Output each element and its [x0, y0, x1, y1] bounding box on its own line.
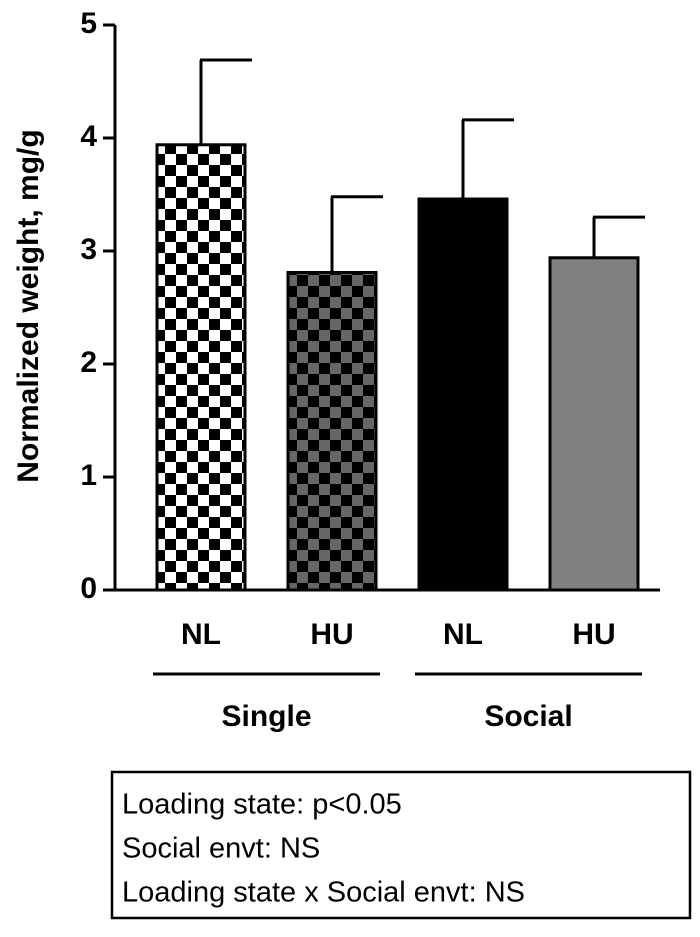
x-tick-label: NL — [443, 618, 483, 651]
bar — [155, 143, 247, 592]
group-label: Social — [484, 700, 572, 733]
y-tick-label: 5 — [80, 7, 97, 40]
y-tick-label: 2 — [80, 346, 97, 379]
annotation: Social envt: NS — [122, 833, 320, 865]
x-tick-label: NL — [181, 618, 221, 651]
y-tick-label: 4 — [80, 120, 97, 153]
y-tick-label: 0 — [80, 572, 97, 605]
y-axis-label: Normalized weight, mg/g — [12, 129, 45, 482]
stats-box — [110, 770, 692, 920]
annotation: Loading state x Social envt: NS — [122, 877, 525, 909]
y-tick-label: 1 — [80, 459, 97, 492]
group-label: Single — [221, 700, 311, 733]
bar — [286, 270, 378, 592]
x-tick-label: HU — [310, 618, 353, 651]
x-tick-label: HU — [572, 618, 615, 651]
y-tick-label: 3 — [80, 233, 97, 266]
annotation: Loading state: p<0.05 — [122, 789, 402, 821]
bar — [417, 197, 509, 592]
bar — [548, 256, 640, 592]
